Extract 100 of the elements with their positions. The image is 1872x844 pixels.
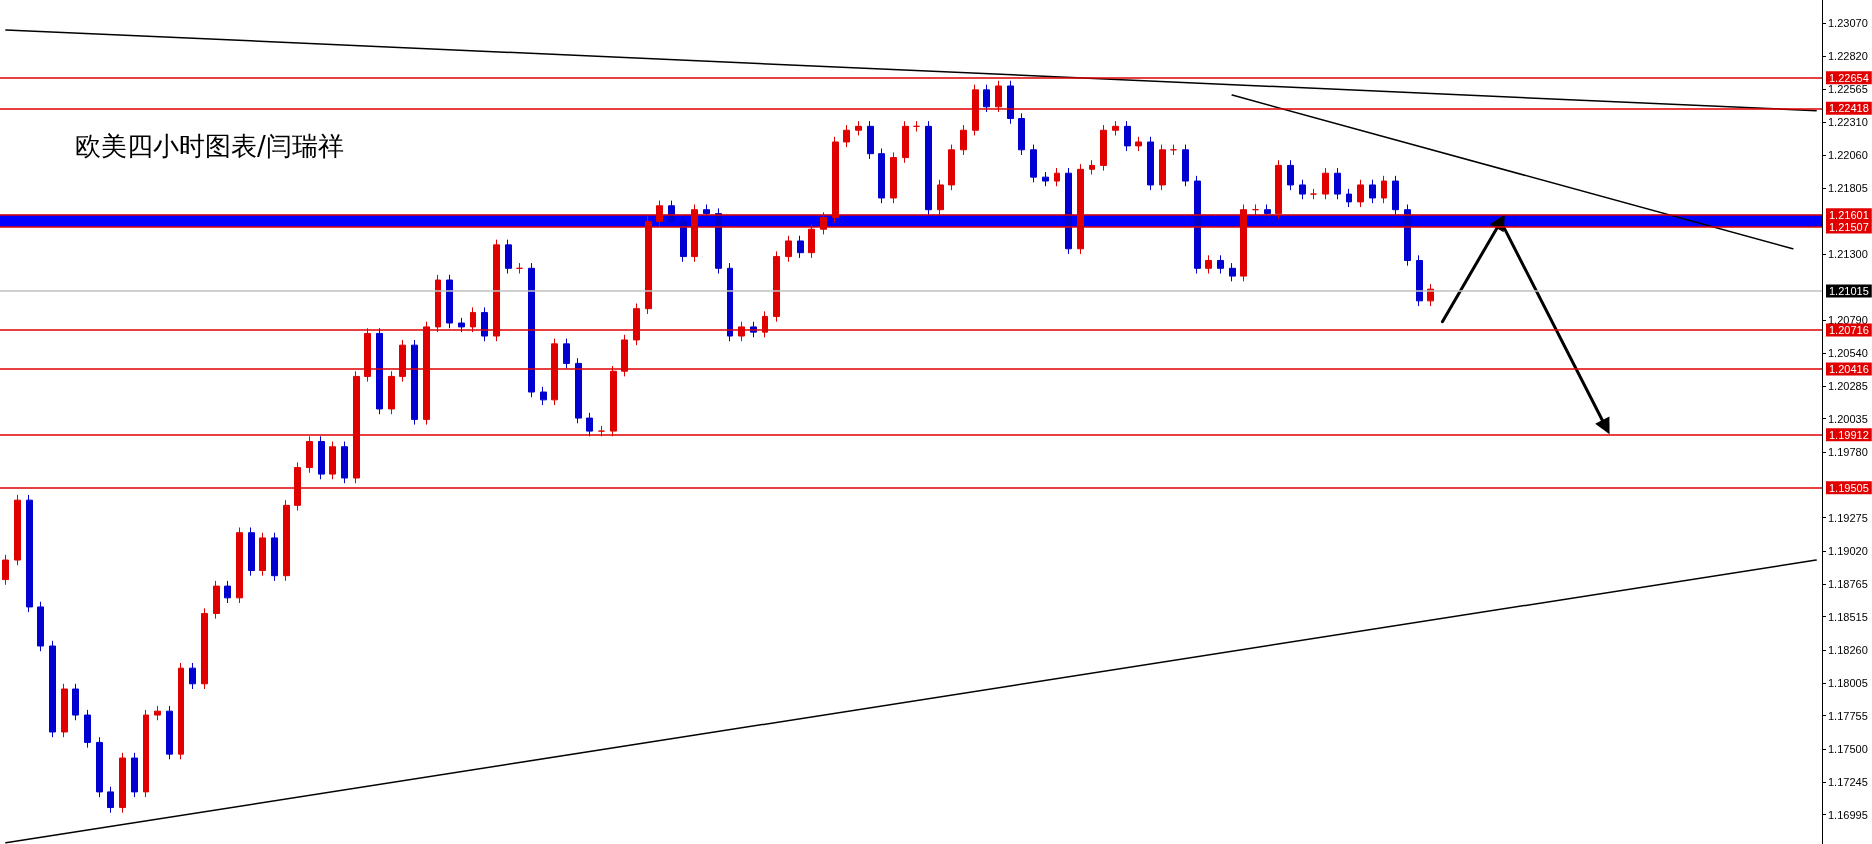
y-tick-label: 1.17500 [1828,742,1868,755]
y-tick-label: 1.22565 [1828,83,1868,96]
candlestick [505,239,512,275]
candlestick [37,601,44,652]
candlestick [236,527,243,604]
y-tick-label: 1.18765 [1828,578,1868,591]
candlestick [890,151,897,204]
candlestick [1381,175,1387,204]
y-tick-label: 1.23070 [1828,17,1868,30]
candlestick [516,262,523,275]
candlestick [213,580,220,620]
candlestick [1322,167,1329,200]
candlestick [1369,179,1376,204]
candlestick [902,120,909,164]
candlestick [563,338,570,370]
candlestick [458,317,465,333]
candlestick [1124,120,1131,152]
y-tick-label: 1.22820 [1828,50,1868,63]
candlestick [14,494,21,566]
candlestick [1310,188,1317,200]
ref-line-label: 1.22418 [1829,102,1869,115]
candlestick [1054,167,1060,187]
candlestick [1229,262,1236,282]
candlestick [878,147,885,204]
candlestick [178,662,184,760]
candlestick [1112,120,1119,136]
candlestick [49,640,56,738]
y-tick-label: 1.19780 [1828,445,1868,458]
candlestick [1404,203,1411,267]
candlestick [1135,136,1142,152]
candlestick [376,327,383,415]
candlestick [703,203,710,220]
candlestick [925,120,932,216]
candlestick [855,120,862,136]
candlestick [61,683,68,738]
y-tick-label: 1.16995 [1828,808,1868,821]
candlestick [1170,144,1177,156]
ref-line-label: 1.19505 [1829,481,1869,494]
y-tick-label: 1.22060 [1828,148,1868,161]
candlestick [785,235,792,263]
candlestick [843,124,850,148]
candlestick [318,435,325,480]
candlestick [201,607,208,690]
candlestick [329,441,336,480]
y-tick-label: 1.20035 [1828,412,1868,425]
candlestick [1194,175,1201,275]
candlestick [224,580,231,604]
y-tick-label: 1.17755 [1828,709,1868,722]
candlestick [715,207,722,275]
ref-line-label: 1.20416 [1829,363,1869,376]
candlestick [411,339,418,426]
candlestick [727,262,733,342]
y-tick-label: 1.20285 [1828,380,1868,393]
candlestick [1416,254,1423,307]
candlestick [913,120,920,133]
candlestick [540,386,547,406]
candlestick [797,235,804,259]
candlestick [189,662,196,690]
ref-line-label: 1.19912 [1829,428,1869,441]
candlestick [680,215,687,263]
candlestick [1205,254,1212,275]
candlestick [1065,167,1072,255]
candlestick [2,554,9,586]
candlestick [119,752,126,814]
candlestick [1392,175,1399,216]
candlestick [1182,144,1189,187]
candlestick [586,412,593,437]
candlestick [983,84,990,113]
candlestick [283,499,290,582]
candlestick [1100,124,1107,172]
candlestick [1264,203,1271,220]
candlestick [960,124,967,156]
candlestick [1030,144,1037,183]
candlestick [867,120,874,160]
candlestick [1346,188,1352,208]
ref-line-label: 1.22654 [1829,71,1869,84]
y-tick-label: 1.22310 [1828,116,1868,129]
candlestick [1018,112,1025,156]
ref-line-label: 1.21015 [1829,285,1869,298]
y-tick-label: 1.18005 [1828,677,1868,690]
candlestick [1299,179,1306,200]
candlestick [107,786,114,814]
candlestick [1159,144,1166,191]
candlestick [1217,254,1224,275]
candlestick [1007,80,1014,125]
ref-line-label: 1.20716 [1829,324,1869,337]
candlestick [1334,167,1341,200]
candlestick [1147,136,1154,191]
candlestick [341,441,348,484]
candlestick [271,532,278,582]
y-tick-label: 1.21300 [1828,247,1868,260]
y-tick-label: 1.18515 [1828,610,1868,623]
candlestick [26,494,33,613]
y-tick-label: 1.20790 [1828,314,1868,327]
y-tick-label: 1.18260 [1828,643,1868,656]
ref-line-label: 1.21507 [1829,221,1869,234]
candlestick [481,306,488,342]
candlestick [259,532,266,577]
candlestick [1357,179,1364,208]
candlestick [248,527,255,577]
